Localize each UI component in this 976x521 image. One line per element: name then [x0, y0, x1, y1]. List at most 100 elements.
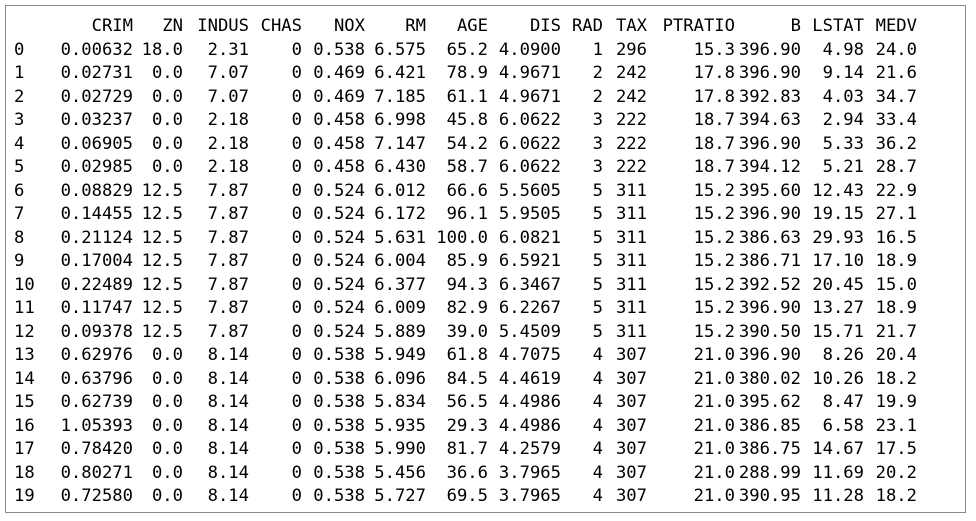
cell-indus: 8.14 — [207, 415, 249, 436]
table-row: 14 0.63796 0.0 8.14 0 0.538 6.096 84.5 4.4619 4 30… — [14, 368, 917, 392]
cell-rm: 6.096 — [374, 368, 426, 389]
cell-rm: 6.377 — [374, 274, 426, 295]
cell-crim: 0.03237 — [60, 110, 133, 130]
row-index: 3 — [14, 110, 25, 130]
cell-dis: 4.4619 — [498, 368, 561, 389]
cell-dis: 4.4986 — [498, 415, 561, 436]
cell-chas: 0 — [291, 110, 302, 130]
row-index: 1 — [14, 63, 25, 83]
cell-age: 39.0 — [446, 321, 488, 342]
row-index: 2 — [14, 86, 25, 107]
cell-tax: 311 — [615, 274, 647, 295]
cell-lstat: 13.27 — [812, 298, 864, 318]
cell-nox: 0.524 — [313, 204, 365, 224]
cell-nox: 0.538 — [313, 345, 365, 365]
cell-ptratio: 18.7 — [693, 157, 735, 177]
column-header-rm: RM — [405, 16, 426, 36]
cell-tax: 311 — [615, 251, 647, 271]
cell-medv: 18.9 — [875, 251, 917, 271]
cell-ptratio: 15.2 — [693, 274, 735, 295]
cell-dis: 6.5921 — [498, 251, 561, 271]
cell-indus: 2.31 — [207, 39, 249, 60]
cell-ptratio: 15.2 — [693, 204, 735, 224]
cell-rad: 3 — [592, 110, 603, 130]
column-header-chas: CHAS — [260, 16, 302, 36]
column-header-tax: TAX — [615, 16, 647, 36]
cell-tax: 311 — [615, 298, 647, 318]
row-index: 5 — [14, 157, 25, 177]
cell-age: 54.2 — [446, 133, 488, 154]
cell-tax: 222 — [615, 157, 647, 177]
cell-tax: 307 — [615, 439, 647, 459]
table-row: 7 0.14455 12.5 7.87 0 0.524 6.172 96.1 5.9505 5 31… — [14, 203, 917, 227]
cell-b: 386.71 — [738, 251, 801, 271]
table-row: 0 0.00632 18.0 2.31 0 0.538 6.575 65.2 4.0900 1 29… — [14, 39, 917, 63]
cell-age: 81.7 — [446, 439, 488, 459]
row-index: 8 — [14, 227, 25, 248]
cell-dis: 4.9671 — [498, 63, 561, 83]
cell-tax: 307 — [615, 462, 647, 483]
cell-rm: 5.949 — [374, 345, 426, 365]
cell-indus: 8.14 — [207, 486, 249, 506]
cell-ptratio: 21.0 — [693, 486, 735, 506]
cell-rad: 4 — [592, 392, 603, 412]
cell-chas: 0 — [291, 227, 302, 248]
cell-medv: 15.0 — [875, 274, 917, 295]
cell-nox: 0.538 — [313, 439, 365, 459]
cell-medv: 18.2 — [875, 368, 917, 389]
cell-zn: 0.0 — [151, 486, 183, 506]
table-row: 2 0.02729 0.0 7.07 0 0.469 7.185 61.1 4.9671 2 242… — [14, 86, 917, 110]
cell-rad: 5 — [592, 321, 603, 342]
cell-crim: 0.06905 — [60, 133, 133, 154]
cell-rad: 4 — [592, 486, 603, 506]
cell-dis: 6.3467 — [498, 274, 561, 295]
cell-b: 380.02 — [738, 368, 801, 389]
cell-crim: 0.00632 — [60, 39, 133, 60]
cell-chas: 0 — [291, 298, 302, 318]
cell-nox: 0.458 — [313, 110, 365, 130]
cell-rad: 4 — [592, 462, 603, 483]
cell-indus: 8.14 — [207, 439, 249, 459]
column-header-ptratio: PTRATIO — [662, 16, 735, 36]
cell-lstat: 10.26 — [812, 368, 864, 389]
cell-crim: 0.02729 — [60, 86, 133, 107]
cell-lstat: 8.47 — [822, 392, 864, 412]
cell-lstat: 15.71 — [812, 321, 864, 342]
cell-b: 390.50 — [738, 321, 801, 342]
cell-lstat: 14.67 — [812, 439, 864, 459]
cell-b: 395.60 — [738, 180, 801, 201]
cell-tax: 307 — [615, 392, 647, 412]
cell-ptratio: 21.0 — [693, 439, 735, 459]
cell-age: 84.5 — [446, 368, 488, 389]
row-index: 19 — [14, 486, 35, 506]
cell-dis: 3.7965 — [498, 462, 561, 483]
cell-chas: 0 — [291, 345, 302, 365]
cell-zn: 12.5 — [141, 204, 183, 224]
header-row: CRIM ZN INDUS CHAS NOX RM AGE DIS RAD TA… — [14, 15, 917, 39]
cell-zn: 0.0 — [151, 110, 183, 130]
cell-lstat: 4.98 — [822, 39, 864, 60]
cell-medv: 24.0 — [875, 39, 917, 60]
cell-dis: 6.0821 — [498, 227, 561, 248]
cell-tax: 242 — [615, 63, 647, 83]
cell-crim: 0.63796 — [60, 368, 133, 389]
cell-rad: 5 — [592, 204, 603, 224]
cell-b: 394.63 — [738, 110, 801, 130]
cell-age: 94.3 — [446, 274, 488, 295]
cell-zn: 0.0 — [151, 368, 183, 389]
row-index: 7 — [14, 204, 25, 224]
cell-ptratio: 15.3 — [693, 39, 735, 60]
cell-b: 396.90 — [738, 63, 801, 83]
cell-chas: 0 — [291, 321, 302, 342]
cell-zn: 0.0 — [151, 133, 183, 154]
cell-dis: 6.0622 — [498, 110, 561, 130]
cell-crim: 0.78420 — [60, 439, 133, 459]
cell-indus: 7.87 — [207, 180, 249, 201]
cell-rad: 5 — [592, 274, 603, 295]
cell-lstat: 12.43 — [812, 180, 864, 201]
cell-ptratio: 21.0 — [693, 368, 735, 389]
cell-medv: 18.9 — [875, 298, 917, 318]
cell-crim: 0.80271 — [60, 462, 133, 483]
dataframe-table: CRIM ZN INDUS CHAS NOX RM AGE DIS RAD TA… — [14, 15, 917, 509]
cell-ptratio: 21.0 — [693, 345, 735, 365]
